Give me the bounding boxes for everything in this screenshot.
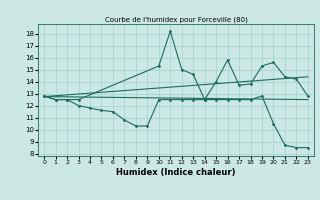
Title: Courbe de l'humidex pour Forceville (80): Courbe de l'humidex pour Forceville (80) [105,16,247,23]
X-axis label: Humidex (Indice chaleur): Humidex (Indice chaleur) [116,168,236,177]
